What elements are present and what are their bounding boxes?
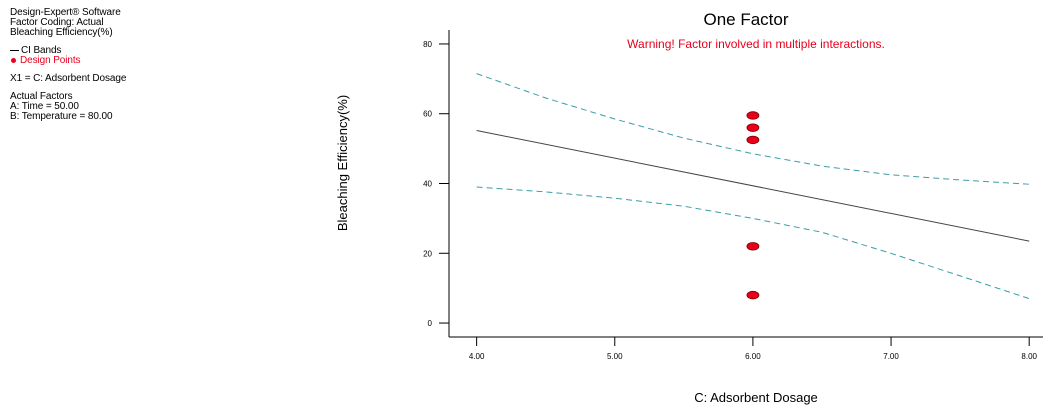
factor-a-value: A: Time = 50.00 (10, 101, 79, 112)
y-tick-label: 60 (423, 110, 432, 119)
fit-line (476, 130, 1030, 242)
design-point (746, 111, 760, 120)
factor-coding: Factor Coding: Actual (10, 17, 104, 28)
design-point (746, 290, 760, 300)
legend-ci-label: CI Bands (21, 45, 62, 56)
info-panel: Design-Expert® Software Factor Coding: A… (10, 8, 310, 122)
factor-b-value: B: Temperature = 80.00 (10, 111, 113, 122)
chart-title: One Factor (703, 10, 788, 29)
x-tick-label: 6.00 (745, 352, 761, 361)
x-axis-label: C: Adsorbent Dosage (694, 390, 818, 405)
design-point (746, 135, 760, 145)
y-tick-label: 0 (428, 319, 433, 328)
plot-area: 0 20 40 60 80 4.00 5.00 6.00 7.00 8.00 (423, 30, 1043, 361)
y-axis-label: Bleaching Efficiency(%) (335, 95, 350, 231)
software-name: Design-Expert® Software (10, 7, 121, 18)
x-tick-label: 5.00 (607, 352, 623, 361)
x1-factor-label: X1 = C: Adsorbent Dosage (10, 73, 127, 84)
ci-lower-band (476, 186, 1030, 300)
dot-swatch-icon (11, 57, 16, 63)
legend-points-label: Design Points (20, 55, 81, 66)
legend-ci-bands: CI Bands (10, 46, 310, 56)
y-tick-label: 20 (423, 249, 432, 258)
y-tick-label: 40 (423, 180, 432, 189)
warning-text: Warning! Factor involved in multiple int… (627, 37, 885, 51)
x-tick-label: 7.00 (883, 352, 899, 361)
x-tick-label: 4.00 (469, 352, 485, 361)
x-tick-label: 8.00 (1021, 352, 1037, 361)
y-tick-label: 80 (423, 40, 432, 49)
line-swatch-icon (10, 49, 19, 51)
design-point (746, 123, 760, 132)
legend-design-points: Design Points (10, 56, 310, 66)
response-name: Bleaching Efficiency(%) (10, 27, 113, 38)
ci-upper-band (476, 73, 1030, 185)
design-point (746, 242, 760, 251)
actual-factors-title: Actual Factors (10, 91, 73, 102)
